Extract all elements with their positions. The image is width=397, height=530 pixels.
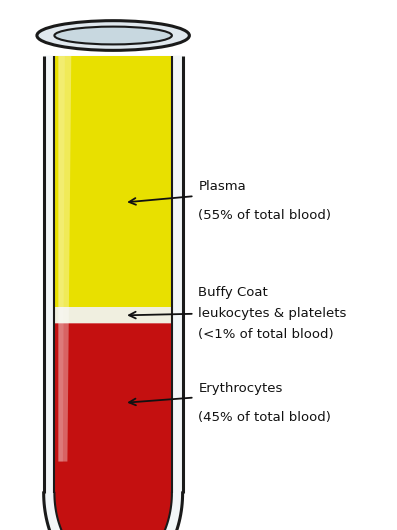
- Polygon shape: [54, 56, 172, 530]
- Text: (<1% of total blood): (<1% of total blood): [198, 328, 334, 341]
- Text: leukocytes & platelets: leukocytes & platelets: [198, 307, 347, 320]
- Text: Erythrocytes: Erythrocytes: [198, 382, 283, 395]
- Text: (55% of total blood): (55% of total blood): [198, 209, 331, 223]
- Ellipse shape: [54, 26, 172, 45]
- Polygon shape: [58, 56, 65, 462]
- Text: (45% of total blood): (45% of total blood): [198, 411, 331, 424]
- Polygon shape: [44, 56, 183, 530]
- Text: Plasma: Plasma: [198, 180, 246, 193]
- Text: Buffy Coat: Buffy Coat: [198, 286, 268, 299]
- Polygon shape: [54, 323, 172, 530]
- Polygon shape: [58, 56, 71, 462]
- Polygon shape: [54, 56, 172, 307]
- Ellipse shape: [37, 21, 189, 50]
- Polygon shape: [54, 307, 172, 323]
